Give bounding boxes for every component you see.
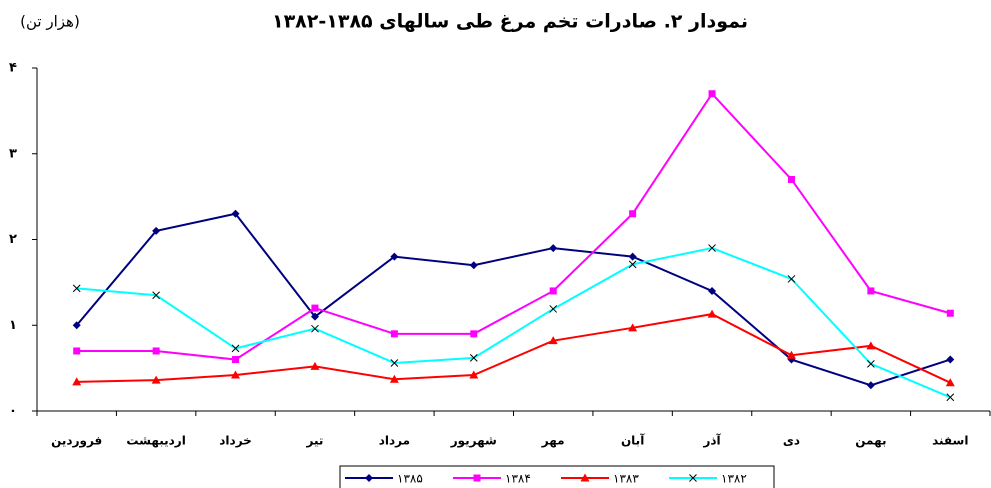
marker [628, 323, 638, 332]
marker [628, 252, 637, 261]
marker [580, 473, 590, 482]
marker [946, 309, 954, 317]
marker [152, 291, 160, 300]
marker [787, 175, 795, 183]
x-tick-label: تیر [306, 434, 324, 448]
x-tick-label: آبان [621, 433, 645, 448]
marker [151, 375, 161, 384]
marker [866, 341, 876, 350]
legend-box [339, 465, 775, 488]
marker [787, 275, 796, 283]
marker [628, 260, 637, 269]
marker [310, 312, 319, 321]
marker [469, 353, 478, 362]
x-tick-label: اردیبهشت [126, 434, 185, 448]
marker [365, 474, 373, 482]
marker [689, 474, 697, 482]
marker [629, 210, 637, 218]
marker [946, 393, 955, 402]
marker [549, 244, 558, 253]
x-tick-label: مرداد [379, 434, 410, 448]
y-tick-label: ۲ [9, 232, 17, 247]
marker [310, 361, 320, 370]
marker [390, 359, 399, 367]
marker [469, 261, 478, 270]
x-tick-label: اسفند [932, 434, 968, 448]
marker [311, 324, 319, 333]
marker [473, 474, 481, 482]
marker [390, 330, 398, 338]
y-tick-label: ۴ [9, 61, 17, 76]
marker [231, 344, 240, 353]
marker [232, 356, 240, 364]
legend-label: ۱۳۸۲ [721, 472, 747, 486]
marker [708, 244, 716, 252]
marker [707, 309, 717, 318]
x-tick-label: خرداد [219, 434, 252, 448]
marker [549, 287, 557, 295]
marker [786, 350, 796, 359]
marker [708, 90, 716, 98]
marker [311, 304, 319, 312]
marker [390, 252, 399, 261]
marker [867, 359, 875, 368]
series-line [75, 212, 951, 387]
marker [72, 284, 81, 293]
marker [549, 305, 558, 313]
y-unit-label: (هزار تن) [20, 13, 80, 31]
marker [866, 381, 875, 390]
marker [469, 370, 479, 379]
series-line [76, 313, 951, 384]
legend-label: ۱۳۸۴ [505, 472, 531, 486]
marker [152, 226, 161, 235]
marker [231, 370, 241, 379]
series-line [76, 247, 951, 399]
x-tick-label: بهمن [855, 434, 886, 448]
marker [152, 347, 160, 355]
marker [73, 347, 81, 355]
marker [231, 209, 240, 218]
marker [867, 287, 875, 295]
series-line [76, 92, 951, 361]
marker [470, 330, 478, 338]
marker [946, 355, 955, 364]
chart-title: نمودار ۲. صادرات تخم مرغ طی سالهای ۱۳۸۵-… [272, 11, 748, 33]
marker [945, 378, 955, 387]
y-tick-label: ۱ [9, 318, 17, 333]
x-tick-label: آذر [702, 433, 721, 448]
y-tick-label: ۳ [9, 146, 17, 161]
marker [389, 374, 399, 383]
marker [708, 286, 717, 295]
legend-label: ۱۳۸۳ [613, 472, 639, 486]
x-tick-label: فروردین [51, 434, 102, 449]
x-tick-label: مهر [541, 434, 565, 448]
legend-label: ۱۳۸۵ [397, 472, 423, 486]
x-tick-label: شهریور [450, 434, 497, 449]
marker [72, 321, 81, 330]
x-tick-label: دی [783, 434, 800, 448]
marker [72, 377, 82, 386]
marker [548, 336, 558, 345]
y-tick-label: ۰ [9, 404, 17, 419]
